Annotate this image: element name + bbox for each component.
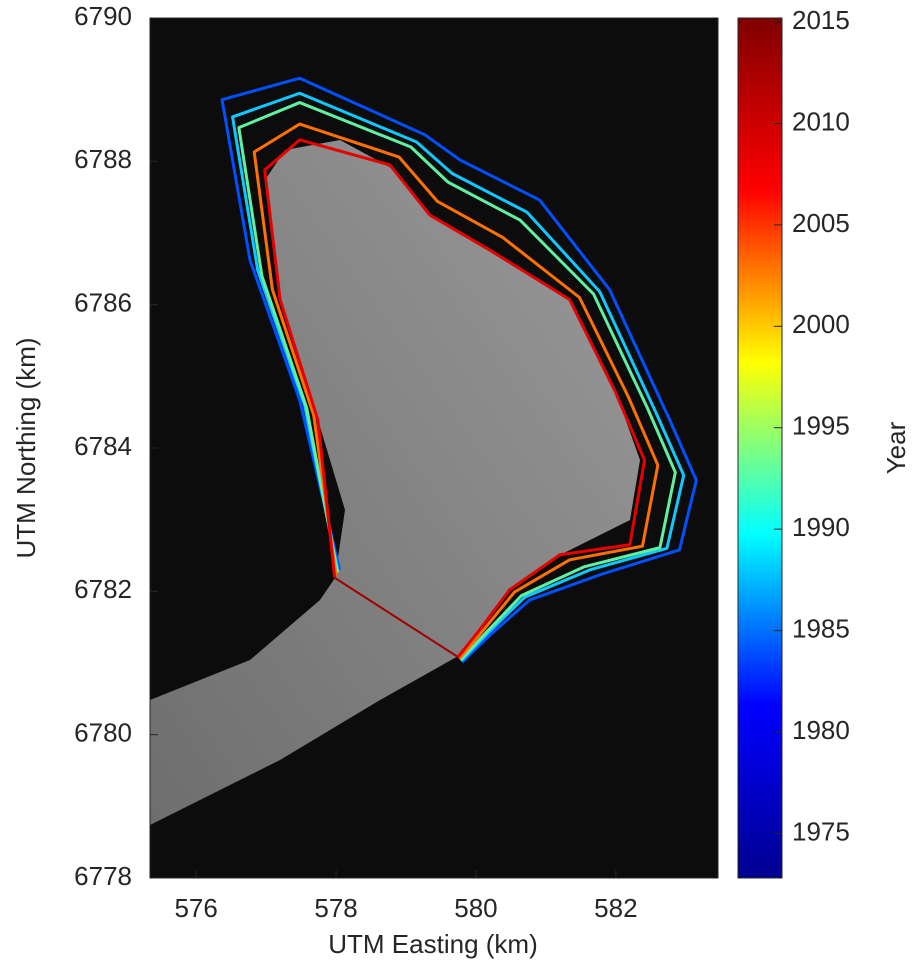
colorbar xyxy=(737,17,783,879)
y-axis-title: UTM Northing (km) xyxy=(11,337,41,558)
x-tick-label: 576 xyxy=(174,893,217,923)
terminus-outline xyxy=(237,101,677,662)
y-tick-label: 6784 xyxy=(74,431,132,461)
y-tick-label: 6786 xyxy=(74,288,132,318)
y-tick-label: 6782 xyxy=(74,574,132,604)
y-tick-label: 6788 xyxy=(74,144,132,174)
flux-gate xyxy=(334,577,459,658)
terminus-outline xyxy=(231,91,686,662)
colorbar-tick-label: 2000 xyxy=(792,309,850,339)
terminus-outlines xyxy=(220,76,698,664)
colorbar-tick-label: 2010 xyxy=(792,106,850,136)
colorbar-title: Year xyxy=(881,421,911,474)
colorbar-tick-label: 2015 xyxy=(792,5,850,35)
colorbar-tick-label: 1985 xyxy=(792,613,850,643)
terminus-outline xyxy=(263,138,647,659)
colorbar-tick-label: 1980 xyxy=(792,715,850,745)
glacier-surface xyxy=(150,140,640,825)
colorbar-tick-label: 2005 xyxy=(792,208,850,238)
colorbar-tick-label: 1995 xyxy=(792,411,850,441)
x-tick-label: 582 xyxy=(594,893,637,923)
colorbar-tick-label: 1990 xyxy=(792,512,850,542)
x-tick-label: 580 xyxy=(454,893,497,923)
x-axis-title: UTM Easting (km) xyxy=(328,929,537,959)
terminus-outline xyxy=(252,122,660,660)
terminus-outline xyxy=(220,76,698,664)
y-tick-label: 6778 xyxy=(74,861,132,891)
y-tick-label: 6790 xyxy=(74,1,132,31)
x-tick-label: 578 xyxy=(314,893,357,923)
colorbar-tick-label: 1975 xyxy=(792,816,850,846)
y-tick-label: 6780 xyxy=(74,718,132,748)
